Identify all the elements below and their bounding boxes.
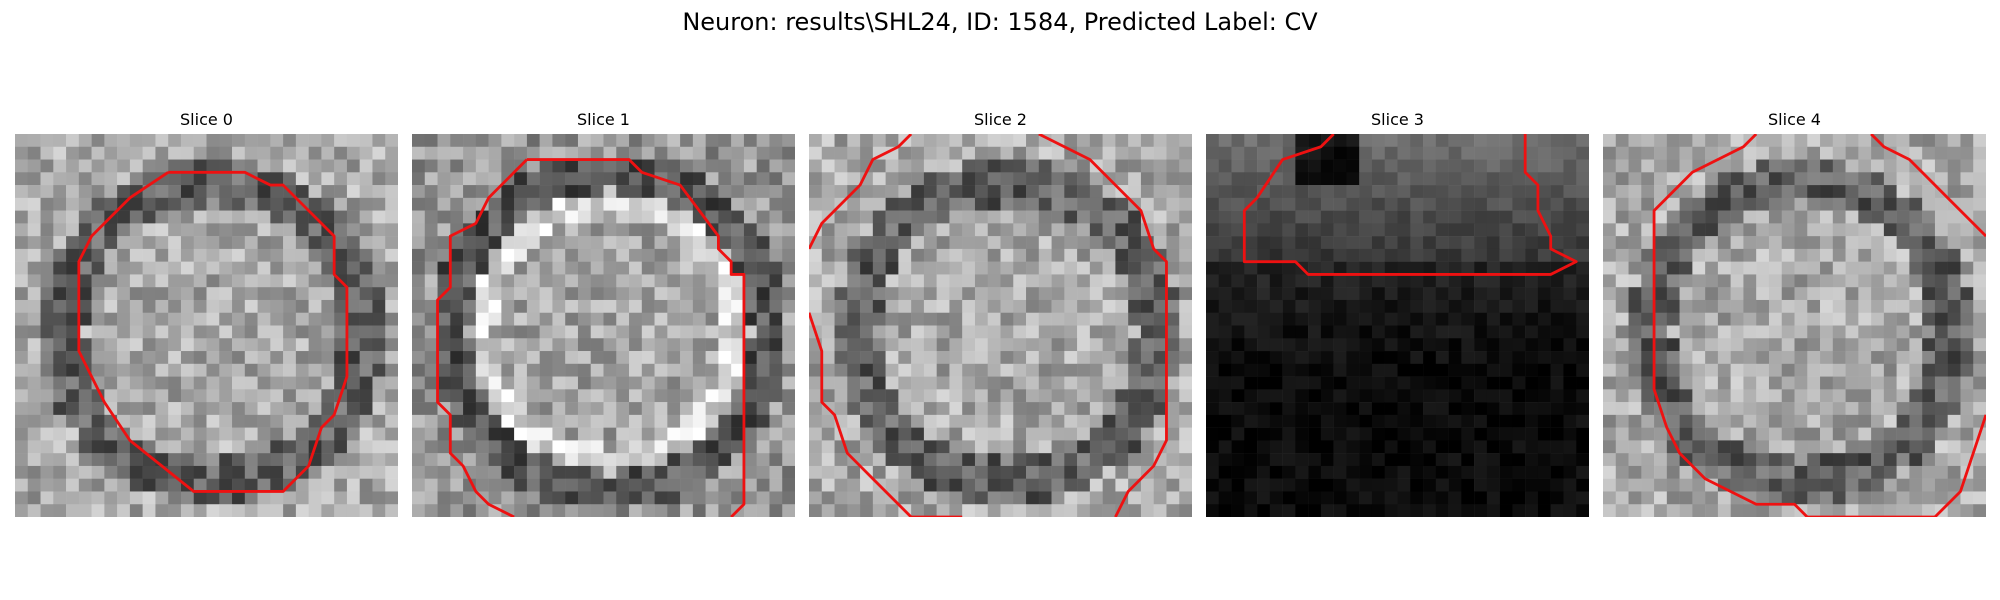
slice-panel-3: Slice 3 bbox=[1206, 108, 1589, 528]
slice-image bbox=[1603, 134, 1986, 517]
contour-line bbox=[526, 158, 746, 517]
slice-image bbox=[1206, 134, 1589, 517]
contour-line bbox=[1038, 134, 1168, 517]
slice-image bbox=[412, 134, 795, 517]
contour-line bbox=[1870, 134, 1986, 238]
slice-title: Slice 2 bbox=[974, 110, 1027, 129]
figure-title: Neuron: results\SHL24, ID: 1584, Predict… bbox=[682, 8, 1318, 36]
contour-line bbox=[1652, 134, 1986, 517]
slice-panel-1: Slice 1 bbox=[412, 108, 795, 528]
slice-title: Slice 4 bbox=[1768, 110, 1821, 129]
slice-panel-2: Slice 2 bbox=[809, 108, 1192, 528]
slice-title: Slice 3 bbox=[1371, 110, 1424, 129]
contour-line bbox=[809, 134, 913, 250]
slice-panel-0: Slice 0 bbox=[15, 108, 398, 528]
contour-line bbox=[77, 170, 349, 493]
slice-title: Slice 0 bbox=[180, 110, 233, 129]
slice-title: Slice 1 bbox=[577, 110, 630, 129]
contour-line bbox=[809, 312, 963, 517]
contour-line bbox=[1242, 134, 1578, 276]
contour-line bbox=[436, 158, 528, 517]
slice-panel-4: Slice 4 bbox=[1603, 108, 1986, 528]
slice-image bbox=[809, 134, 1192, 517]
slice-image bbox=[15, 134, 398, 517]
